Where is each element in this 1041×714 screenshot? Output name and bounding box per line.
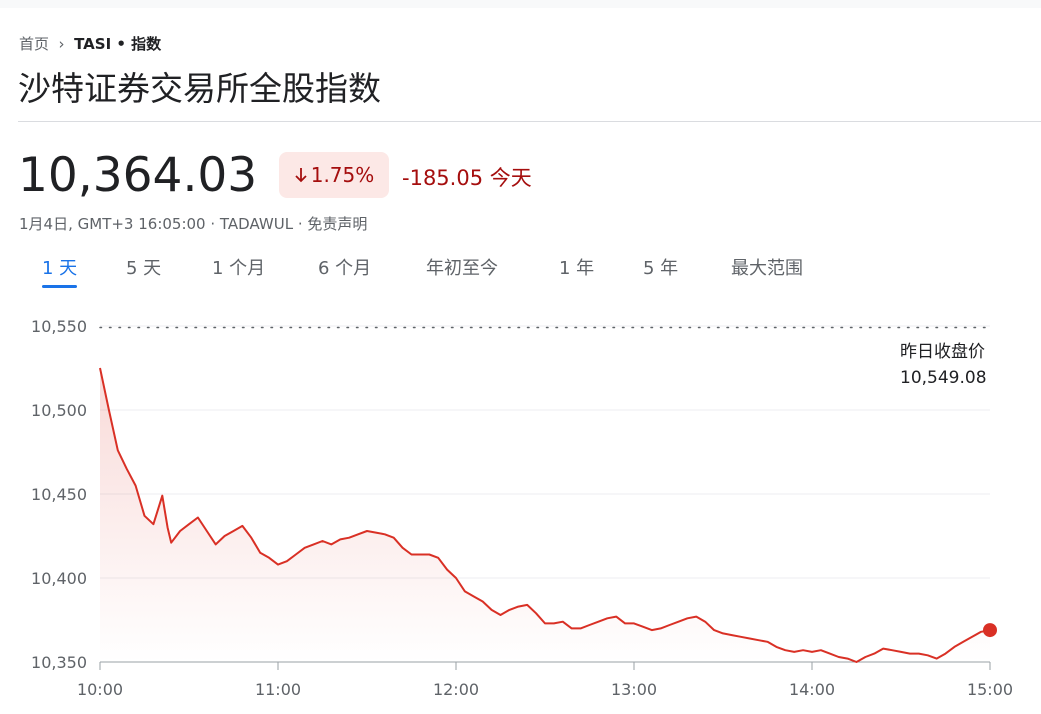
x-tick-label: 10:00	[77, 680, 123, 699]
reference-name: 昨日收盘价	[900, 342, 985, 362]
reference-value: 10,549.08	[900, 368, 987, 388]
y-tick-label: 10,450	[31, 485, 87, 504]
breadcrumb: 首页 › TASI • 指数	[19, 35, 162, 53]
y-tick-label: 10,500	[31, 401, 87, 420]
y-tick-label: 10,350	[31, 653, 87, 672]
range-tab[interactable]: 5 天	[126, 258, 162, 279]
divider	[18, 121, 1041, 122]
change: -185.05 今天	[402, 162, 532, 192]
breadcrumb-home[interactable]: 首页	[19, 35, 50, 53]
range-tab[interactable]: 6 个月	[318, 258, 372, 279]
x-tick-label: 12:00	[433, 680, 479, 699]
x-tick-label: 11:00	[255, 680, 301, 699]
page-title: 沙特证券交易所全股指数	[18, 69, 381, 108]
range-tab[interactable]: 1 个月	[212, 258, 266, 279]
change-percent: 1.75%	[310, 163, 375, 187]
y-tick-label: 10,400	[31, 569, 87, 588]
down-arrow	[295, 168, 307, 183]
change-badge: 1.75%	[279, 152, 389, 198]
range-tab[interactable]: 1 年	[559, 258, 595, 279]
range-tab[interactable]: 1 天	[42, 254, 78, 288]
x-tick-label: 13:00	[611, 680, 657, 699]
x-tick-label: 15:00	[967, 680, 1013, 699]
reference-label: 昨日收盘价 10,549.08	[900, 339, 992, 391]
timestamp: 1月4日, GMT+3 16:05:00 · TADAWUL · 免责声明	[19, 215, 368, 233]
range-tab[interactable]: 年初至今	[426, 258, 498, 279]
range-tab[interactable]: 5 年	[643, 258, 679, 279]
y-tick-label: 10,550	[31, 317, 87, 336]
price: 10,364.03	[18, 148, 258, 203]
breadcrumb-current: TASI • 指数	[74, 35, 162, 53]
price-line	[99, 367, 991, 663]
x-tick-label: 14:00	[789, 680, 835, 699]
area-fill	[100, 368, 990, 662]
last-point	[983, 623, 997, 638]
range-tab[interactable]: 最大范围	[731, 258, 803, 279]
range-tabs: 1 天 5 天 1 个月 6 个月 年初至今 1 年 5 年 最大范围	[0, 250, 1041, 290]
top-bar	[0, 0, 1041, 8]
change-value: -185.05	[402, 166, 484, 190]
change-period: 今天	[489, 166, 532, 190]
